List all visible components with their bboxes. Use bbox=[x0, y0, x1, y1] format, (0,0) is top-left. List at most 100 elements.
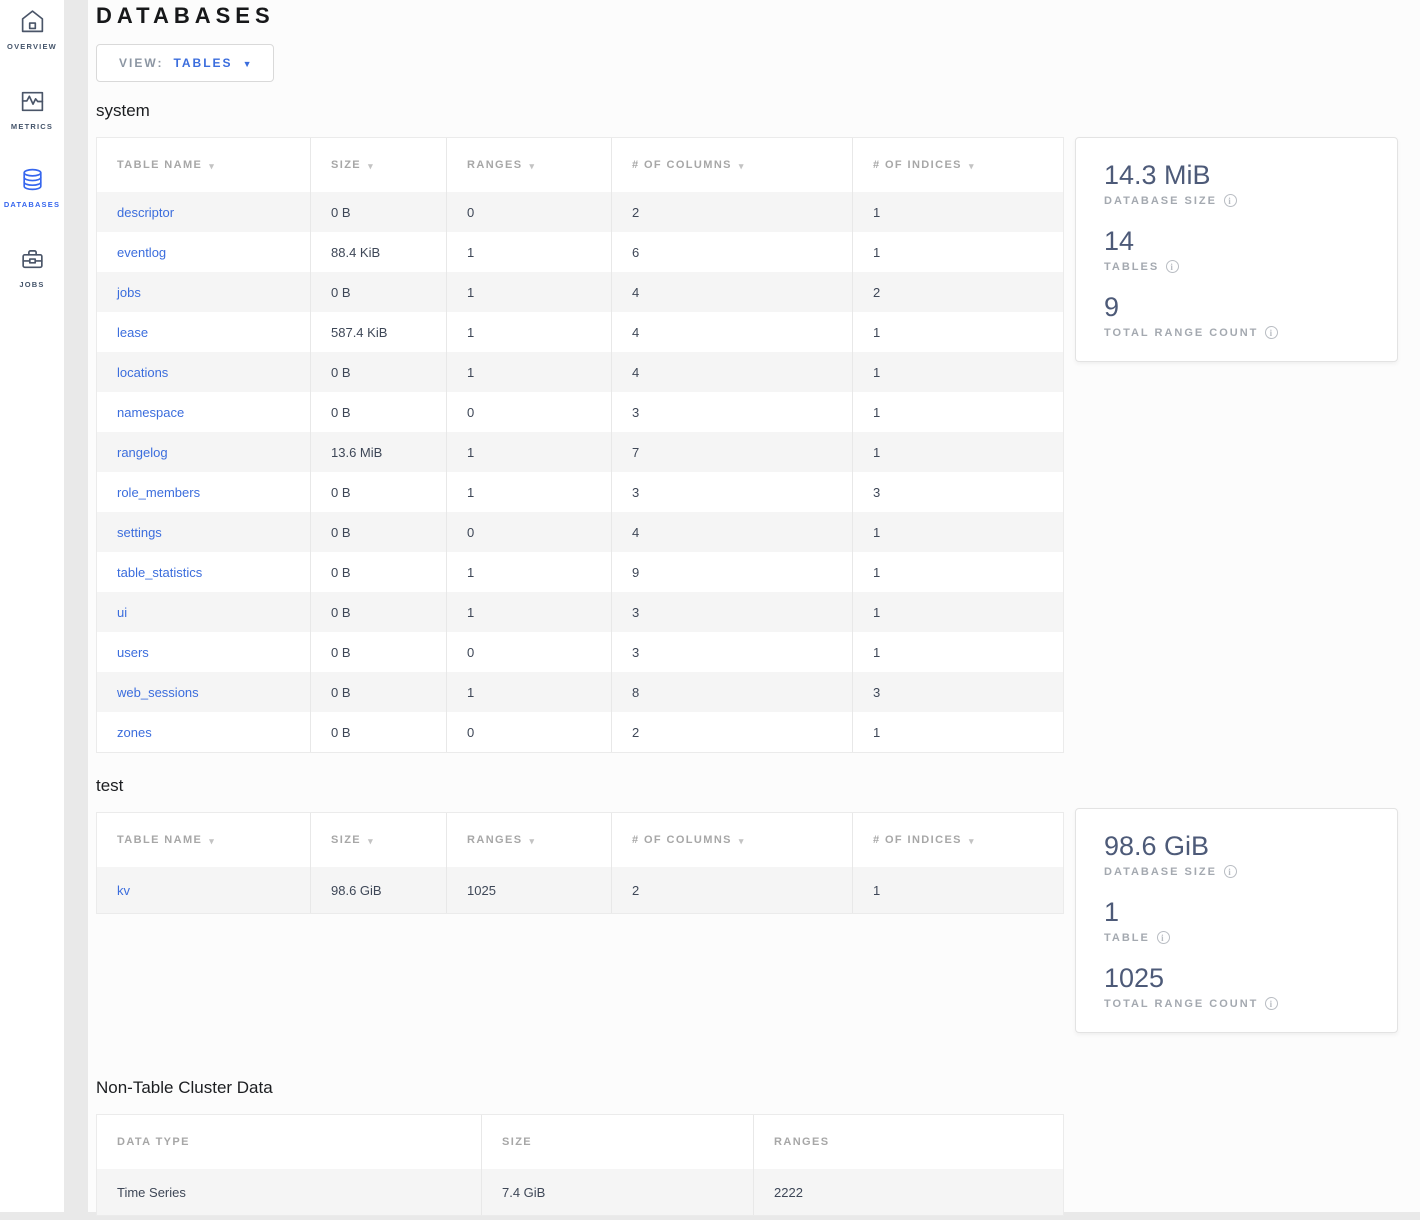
info-icon[interactable]: i bbox=[1166, 260, 1180, 274]
stat-tables: 1 TABLE i bbox=[1104, 897, 1369, 945]
table-row: web_sessions 0 B 1 8 3 bbox=[97, 672, 1063, 712]
cell-columns: 4 bbox=[611, 312, 852, 352]
column-header-table-name[interactable]: TABLE NAME ▾ bbox=[97, 813, 310, 867]
non-table-cluster-table: DATA TYPE SIZE RANGES Time Series 7.4 Gi… bbox=[96, 1114, 1064, 1216]
stat-value: 9 bbox=[1104, 292, 1120, 323]
column-header-indices[interactable]: # OF INDICES ▾ bbox=[852, 813, 1064, 867]
stat-label: TOTAL RANGE COUNT bbox=[1104, 997, 1259, 1010]
info-icon[interactable]: i bbox=[1265, 997, 1279, 1011]
table-link[interactable]: lease bbox=[117, 324, 149, 340]
stat-label: TABLE bbox=[1104, 931, 1150, 944]
info-icon[interactable]: i bbox=[1224, 194, 1237, 208]
column-header-label: # OF COLUMNS bbox=[632, 834, 732, 846]
sort-arrow-icon: ▾ bbox=[368, 160, 374, 171]
column-header-ranges[interactable]: RANGES ▾ bbox=[446, 138, 611, 192]
table-link[interactable]: ui bbox=[117, 604, 128, 620]
cell-ranges: 1 bbox=[446, 592, 611, 632]
cell-ranges: 0 bbox=[446, 392, 611, 432]
cell-size: 0 B bbox=[310, 392, 446, 432]
test-tables-table: TABLE NAME ▾ SIZE ▾ RANGES ▾ # OF COLUMNS ▾ … bbox=[96, 812, 1064, 914]
cell-size: 0 B bbox=[310, 552, 446, 592]
cell-indices: 1 bbox=[852, 232, 1064, 272]
system-tables-table: TABLE NAME ▾ SIZE ▾ RANGES ▾ # OF COLUMNS ▾ … bbox=[96, 137, 1064, 753]
column-header-size[interactable]: SIZE ▾ bbox=[310, 813, 446, 867]
cell-ranges: 1 bbox=[446, 272, 611, 312]
cell-columns: 2 bbox=[611, 867, 852, 913]
cell-size: 98.6 GiB bbox=[310, 867, 446, 913]
table-link[interactable]: descriptor bbox=[117, 204, 175, 220]
table-link[interactable]: users bbox=[117, 644, 149, 660]
system-summary-card: 14.3 MiB DATABASE SIZE i 14 TABLES i 9 TOT… bbox=[1075, 137, 1398, 363]
cell-size: 0 B bbox=[310, 192, 446, 232]
table-link[interactable]: locations bbox=[117, 364, 169, 380]
cell-size: 7.4 GiB bbox=[481, 1169, 753, 1215]
test-summary-card: 98.6 GiB DATABASE SIZE i 1 TABLE i 1025 TO… bbox=[1075, 808, 1398, 1034]
column-header-indices[interactable]: # OF INDICES ▾ bbox=[852, 138, 1064, 192]
sort-arrow-icon: ▾ bbox=[368, 835, 374, 846]
column-header-size[interactable]: SIZE ▾ bbox=[310, 138, 446, 192]
sort-arrow-icon: ▾ bbox=[968, 835, 975, 846]
cell-ranges: 1 bbox=[446, 552, 611, 592]
cell-columns: 6 bbox=[611, 232, 852, 272]
table-row: ui 0 B 1 3 1 bbox=[97, 592, 1063, 632]
cell-ranges: 1 bbox=[446, 232, 611, 272]
non-table-heading: Non-Table Cluster Data bbox=[96, 1078, 273, 1097]
table-row: zones 0 B 0 2 1 bbox=[97, 712, 1063, 752]
column-header-table-name[interactable]: TABLE NAME ▾ bbox=[97, 138, 310, 192]
column-header-columns[interactable]: # OF COLUMNS ▾ bbox=[611, 813, 852, 867]
sidebar-item-jobs[interactable]: JOBS bbox=[0, 246, 64, 289]
cell-ranges: 0 bbox=[446, 192, 611, 232]
stat-value: 98.6 GiB bbox=[1104, 831, 1210, 861]
sidebar-item-label: METRICS bbox=[10, 122, 54, 131]
sort-arrow-icon: ▾ bbox=[529, 835, 536, 846]
info-icon[interactable]: i bbox=[1156, 931, 1170, 945]
column-header-label: RANGES bbox=[467, 159, 523, 171]
cell-columns: 4 bbox=[611, 272, 852, 312]
table-row: lease 587.4 KiB 1 4 1 bbox=[97, 312, 1063, 352]
cell-columns: 7 bbox=[611, 432, 852, 472]
cell-indices: 1 bbox=[852, 392, 1064, 432]
cell-size: 13.6 MiB bbox=[310, 432, 446, 472]
table-header-row: TABLE NAME ▾ SIZE ▾ RANGES ▾ # OF COLUMNS ▾ … bbox=[97, 813, 1063, 867]
table-link[interactable]: table_statistics bbox=[117, 564, 203, 580]
table-link[interactable]: eventlog bbox=[117, 244, 167, 260]
stat-total-range-count: 9 TOTAL RANGE COUNT i bbox=[1104, 292, 1369, 340]
sidebar-item-overview[interactable]: OVERVIEW bbox=[0, 8, 64, 51]
table-row: descriptor 0 B 0 2 1 bbox=[97, 192, 1063, 232]
table-row: eventlog 88.4 KiB 1 6 1 bbox=[97, 232, 1063, 272]
column-header-label: # OF COLUMNS bbox=[632, 159, 732, 171]
cell-indices: 1 bbox=[852, 312, 1064, 352]
cell-size: 0 B bbox=[310, 592, 446, 632]
table-link[interactable]: zones bbox=[117, 724, 152, 740]
table-row: table_statistics 0 B 1 9 1 bbox=[97, 552, 1063, 592]
table-link[interactable]: settings bbox=[117, 524, 162, 540]
info-icon[interactable]: i bbox=[1224, 865, 1237, 879]
table-link[interactable]: jobs bbox=[117, 284, 141, 300]
view-selector-dropdown[interactable]: VIEW: TABLES ▼ bbox=[96, 44, 275, 82]
cell-indices: 3 bbox=[852, 472, 1064, 512]
database-icon bbox=[19, 166, 46, 193]
view-selected-value: TABLES bbox=[173, 56, 233, 70]
sidebar-item-label: JOBS bbox=[19, 280, 45, 289]
table-link[interactable]: role_members bbox=[117, 484, 201, 500]
cell-indices: 2 bbox=[852, 272, 1064, 312]
column-header-label: # OF INDICES bbox=[873, 834, 962, 846]
table-link[interactable]: rangelog bbox=[117, 444, 168, 460]
cell-size: 0 B bbox=[310, 472, 446, 512]
table-row: locations 0 B 1 4 1 bbox=[97, 352, 1063, 392]
table-link[interactable]: kv bbox=[117, 882, 130, 898]
column-header-columns[interactable]: # OF COLUMNS ▾ bbox=[611, 138, 852, 192]
cell-size: 0 B bbox=[310, 712, 446, 752]
database-heading-test: test bbox=[96, 776, 124, 795]
table-link[interactable]: web_sessions bbox=[117, 684, 199, 700]
table-link[interactable]: namespace bbox=[117, 404, 185, 420]
sidebar-item-databases[interactable]: DATABASES bbox=[0, 166, 64, 209]
column-header-ranges[interactable]: RANGES ▾ bbox=[446, 813, 611, 867]
stat-tables: 14 TABLES i bbox=[1104, 226, 1369, 274]
sort-arrow-icon: ▾ bbox=[738, 835, 745, 846]
cell-ranges: 1 bbox=[446, 432, 611, 472]
sidebar-item-metrics[interactable]: METRICS bbox=[0, 88, 64, 131]
cell-columns: 9 bbox=[611, 552, 852, 592]
info-icon[interactable]: i bbox=[1265, 326, 1279, 340]
cell-columns: 4 bbox=[611, 352, 852, 392]
